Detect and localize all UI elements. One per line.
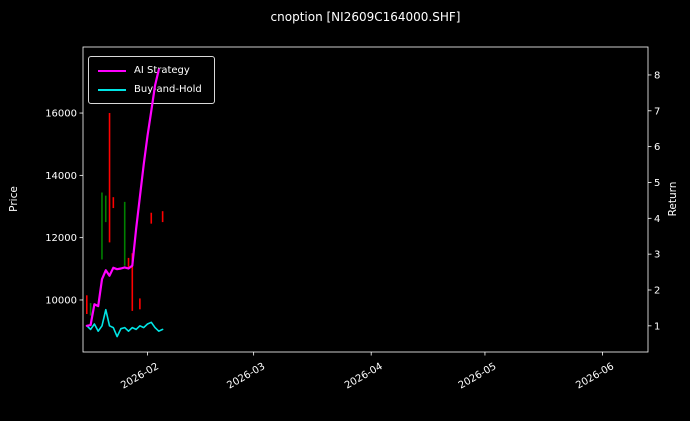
buy-and-hold-line-swatch [98, 88, 126, 91]
left-tick-label: 14000 [45, 171, 77, 182]
x-tick-label: 2026-02 [119, 361, 161, 391]
x-tick-label: 2026-05 [457, 361, 499, 391]
plot-border [82, 46, 649, 353]
legend-label-ai-strategy: AI Strategy [134, 65, 190, 76]
right-tick-label: 5 [654, 178, 660, 189]
right-tick-label: 1 [654, 321, 660, 332]
legend-item-ai-strategy: AI Strategy [98, 65, 202, 76]
x-tick-label: 2026-04 [343, 361, 385, 391]
series-line-buy-and-hold [86, 308, 164, 338]
right-tick-label: 7 [654, 106, 660, 117]
ai-strategy-line-swatch [98, 69, 126, 72]
chart-title: cnoption [NI2609C164000.SHF] [270, 10, 461, 24]
right-tick-label: 3 [654, 250, 660, 261]
left-tick-label: 16000 [45, 109, 77, 120]
left-tick-label: 10000 [45, 295, 77, 306]
x-tick-label: 2026-03 [225, 361, 267, 391]
right-tick-label: 2 [654, 285, 660, 296]
left-tick-label: 12000 [45, 233, 77, 244]
right-tick-label: 8 [654, 70, 660, 81]
right-tick-label: 6 [654, 142, 660, 153]
legend-item-buy-and-hold: Buy-and-Hold [98, 84, 202, 95]
x-tick-label: 2026-06 [574, 361, 616, 391]
legend-label-buy-and-hold: Buy-and-Hold [134, 84, 202, 95]
series-line-ai-strategy [85, 68, 160, 327]
right-tick-label: 4 [654, 214, 660, 225]
